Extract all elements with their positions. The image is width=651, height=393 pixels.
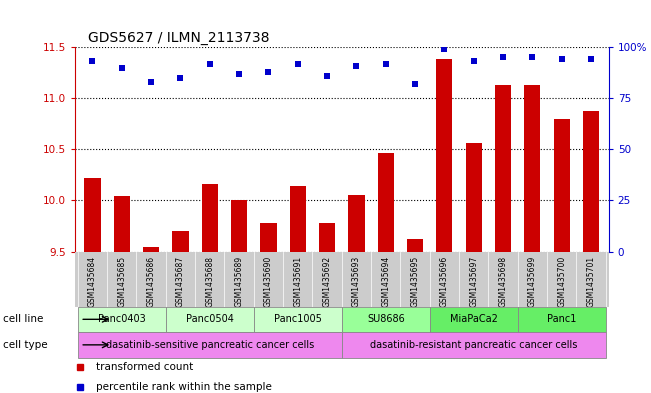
Text: cell line: cell line: [3, 314, 44, 324]
Bar: [173, 231, 189, 252]
Text: Panc1: Panc1: [547, 314, 576, 324]
Point: [527, 54, 538, 61]
Bar: [114, 196, 130, 252]
Point: [87, 58, 98, 64]
Text: GSM1435697: GSM1435697: [469, 256, 478, 307]
Text: GSM1435687: GSM1435687: [176, 256, 185, 307]
Text: GSM1435701: GSM1435701: [587, 256, 596, 307]
Point: [234, 71, 244, 77]
Text: GSM1435691: GSM1435691: [294, 256, 302, 307]
Text: Panc1005: Panc1005: [274, 314, 322, 324]
Bar: [85, 178, 100, 252]
Text: GDS5627 / ILMN_2113738: GDS5627 / ILMN_2113738: [88, 31, 270, 45]
Text: GSM1435699: GSM1435699: [528, 256, 537, 307]
Point: [469, 58, 479, 64]
Bar: [78, 332, 342, 358]
Text: GSM1435695: GSM1435695: [411, 256, 420, 307]
Text: Panc0403: Panc0403: [98, 314, 146, 324]
Bar: [231, 200, 247, 252]
Text: GSM1435693: GSM1435693: [352, 256, 361, 307]
Bar: [518, 307, 605, 332]
Text: GSM1435698: GSM1435698: [499, 256, 508, 307]
Point: [322, 73, 332, 79]
Text: GSM1435689: GSM1435689: [234, 256, 243, 307]
Text: percentile rank within the sample: percentile rank within the sample: [96, 382, 272, 392]
Text: GSM1435690: GSM1435690: [264, 256, 273, 307]
Point: [146, 79, 156, 85]
Text: dasatinib-sensitive pancreatic cancer cells: dasatinib-sensitive pancreatic cancer ce…: [105, 340, 314, 350]
Bar: [436, 59, 452, 252]
Text: MiaPaCa2: MiaPaCa2: [450, 314, 498, 324]
Bar: [465, 143, 482, 252]
Bar: [260, 223, 277, 252]
Point: [381, 61, 391, 67]
Point: [352, 62, 362, 69]
Bar: [554, 119, 570, 252]
Bar: [319, 223, 335, 252]
Bar: [342, 307, 430, 332]
Point: [586, 56, 596, 62]
Bar: [78, 307, 166, 332]
Point: [263, 68, 273, 75]
Text: cell type: cell type: [3, 340, 48, 350]
Bar: [524, 85, 540, 252]
Point: [498, 54, 508, 61]
Text: GSM1435696: GSM1435696: [440, 256, 449, 307]
Point: [292, 61, 303, 67]
Bar: [407, 239, 423, 252]
Text: GSM1435686: GSM1435686: [146, 256, 156, 307]
Bar: [290, 186, 306, 252]
Bar: [495, 85, 511, 252]
Point: [117, 64, 127, 71]
Bar: [342, 332, 605, 358]
Text: transformed count: transformed count: [96, 362, 193, 373]
Text: GSM1435694: GSM1435694: [381, 256, 390, 307]
Point: [204, 61, 215, 67]
Bar: [430, 307, 518, 332]
Text: SU8686: SU8686: [367, 314, 405, 324]
Text: GSM1435692: GSM1435692: [323, 256, 331, 307]
Point: [557, 56, 567, 62]
Bar: [143, 248, 159, 252]
Point: [175, 75, 186, 81]
Text: dasatinib-resistant pancreatic cancer cells: dasatinib-resistant pancreatic cancer ce…: [370, 340, 577, 350]
Text: GSM1435700: GSM1435700: [557, 256, 566, 307]
Bar: [254, 307, 342, 332]
Bar: [583, 110, 599, 252]
Bar: [202, 184, 218, 252]
Text: GSM1435685: GSM1435685: [117, 256, 126, 307]
Bar: [166, 307, 254, 332]
Text: GSM1435684: GSM1435684: [88, 256, 97, 307]
Text: Panc0504: Panc0504: [186, 314, 234, 324]
Bar: [378, 153, 394, 252]
Point: [410, 81, 421, 87]
Bar: [348, 195, 365, 252]
Text: GSM1435688: GSM1435688: [205, 256, 214, 307]
Point: [439, 46, 450, 52]
